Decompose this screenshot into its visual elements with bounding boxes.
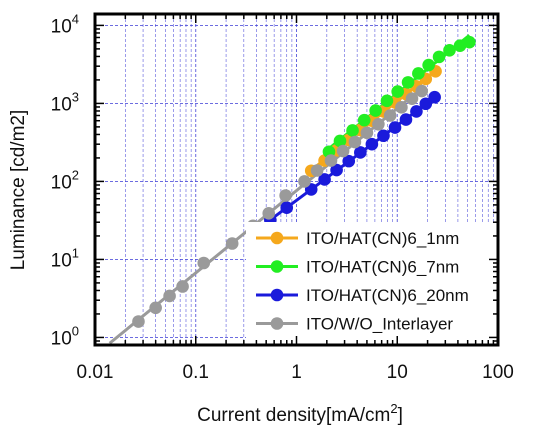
data-point: [324, 154, 338, 167]
x-axis-label-superscript: 2: [390, 401, 397, 416]
legend-label: ITO/HAT(CN)6_1nm: [306, 229, 459, 248]
data-point: [197, 256, 211, 270]
data-point: [310, 164, 324, 177]
data-point: [380, 94, 394, 108]
legend-swatch-marker: [270, 317, 284, 330]
data-point: [360, 126, 374, 140]
data-point: [383, 109, 397, 122]
data-point: [463, 35, 476, 49]
x-axis-label-main: Current density[mA/cm: [197, 405, 390, 426]
series-markers: [132, 35, 476, 328]
y-tick-label: 103: [51, 89, 79, 115]
data-point: [410, 105, 423, 118]
y-tick-label-base: 10: [51, 250, 72, 271]
data-point: [354, 146, 367, 159]
y-tick-label-base: 10: [51, 328, 72, 349]
y-tick-label-exponent: 1: [72, 245, 79, 260]
x-tick-label: 0.1: [183, 362, 209, 383]
y-tick-label-exponent: 3: [72, 89, 79, 104]
data-point: [388, 121, 402, 134]
legend-label: ITO/W/O_Interlayer: [306, 315, 453, 334]
data-point: [342, 154, 356, 168]
data-point: [372, 117, 385, 131]
x-axis-label: Current density[mA/cm2]: [197, 401, 403, 426]
data-point: [377, 129, 390, 143]
data-point: [391, 85, 404, 98]
data-point: [405, 92, 419, 105]
y-tick-label-exponent: 4: [72, 11, 79, 26]
y-tick-label-base: 10: [51, 16, 72, 37]
y-tick-label: 102: [51, 167, 79, 193]
x-tick-label: 0.01: [77, 362, 114, 383]
data-point: [176, 280, 189, 293]
data-point: [412, 67, 425, 80]
data-point: [415, 84, 429, 98]
y-tick-label-base: 10: [51, 172, 72, 193]
data-point: [298, 175, 311, 188]
legend: ITO/HAT(CN)6_1nm ITO/HAT(CN)6_7nm ITO/HAT(…: [246, 222, 498, 348]
data-point: [401, 76, 415, 89]
data-point: [330, 163, 343, 177]
y-tick-label-base: 10: [51, 94, 72, 115]
data-point: [395, 101, 408, 114]
data-point: [428, 90, 441, 104]
x-tick-label: 1: [291, 362, 302, 383]
y-tick-label-exponent: 2: [72, 167, 79, 182]
axis-ticks: [94, 14, 498, 346]
data-point: [149, 301, 162, 315]
y-tick-label: 100: [51, 323, 79, 349]
data-point: [422, 58, 435, 72]
data-point: [225, 237, 239, 250]
data-point: [357, 113, 371, 127]
legend-swatch-marker: [270, 231, 284, 245]
data-point: [336, 144, 350, 158]
x-tick-label: 100: [482, 362, 514, 383]
x-tick-label: 10: [387, 362, 408, 383]
legend-swatch-marker: [270, 288, 284, 302]
data-point: [443, 43, 456, 57]
data-point: [279, 189, 292, 202]
data-point: [280, 201, 294, 215]
data-point: [333, 134, 347, 148]
data-point: [365, 137, 379, 151]
y-tick-label: 101: [51, 245, 79, 271]
data-point: [419, 97, 433, 111]
data-point: [318, 173, 331, 186]
legend-background: [246, 222, 498, 348]
data-point: [262, 207, 276, 220]
y-tick-label: 104: [51, 11, 79, 37]
x-axis-label-end: ]: [398, 405, 403, 426]
data-point: [432, 50, 446, 64]
data-point: [346, 124, 359, 137]
data-point: [163, 289, 176, 303]
y-tick-label-exponent: 0: [72, 323, 79, 338]
data-point: [399, 113, 413, 126]
y-axis-label: Luminance [cd/m2]: [8, 110, 29, 271]
data-point: [132, 315, 145, 328]
legend-swatch-marker: [270, 260, 284, 273]
data-point: [348, 135, 362, 149]
legend-label: ITO/HAT(CN)6_20nm: [306, 286, 469, 305]
data-point: [369, 104, 382, 117]
legend-label: ITO/HAT(CN)6_7nm: [306, 258, 459, 277]
